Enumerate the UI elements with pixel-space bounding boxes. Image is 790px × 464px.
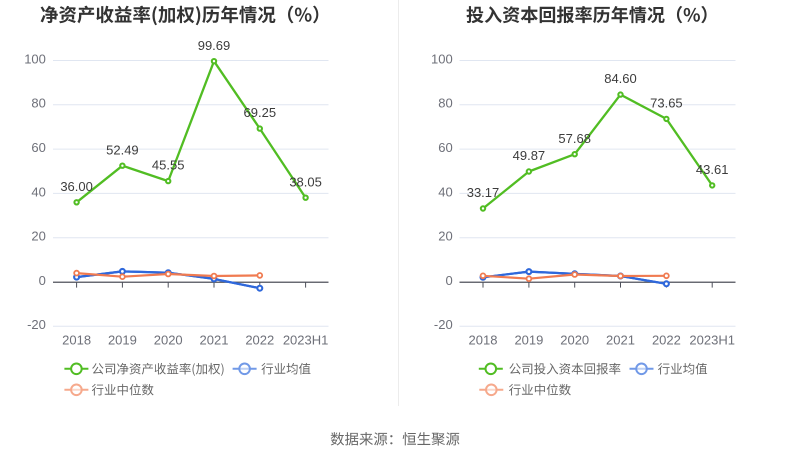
svg-text:40: 40: [438, 184, 452, 199]
svg-text:45.55: 45.55: [152, 158, 185, 173]
svg-text:0: 0: [39, 273, 46, 288]
svg-text:99.69: 99.69: [198, 38, 231, 53]
svg-text:2019: 2019: [514, 333, 543, 348]
svg-text:73.65: 73.65: [650, 96, 683, 111]
svg-text:80: 80: [31, 96, 45, 111]
svg-text:2021: 2021: [200, 333, 229, 348]
svg-text:38.05: 38.05: [289, 174, 322, 189]
svg-text:2018: 2018: [62, 333, 91, 348]
svg-text:49.87: 49.87: [513, 148, 546, 163]
svg-text:2018: 2018: [469, 333, 498, 348]
svg-text:33.17: 33.17: [467, 185, 500, 200]
svg-text:100: 100: [431, 51, 453, 66]
svg-text:84.60: 84.60: [604, 71, 637, 86]
svg-text:57.68: 57.68: [558, 131, 591, 146]
svg-text:2019: 2019: [108, 333, 137, 348]
svg-text:60: 60: [31, 140, 45, 155]
svg-text:20: 20: [438, 229, 452, 244]
svg-text:2022: 2022: [652, 333, 681, 348]
svg-text:2020: 2020: [154, 333, 183, 348]
svg-text:2023H1: 2023H1: [283, 333, 329, 348]
svg-text:0: 0: [445, 273, 452, 288]
svg-text:2022: 2022: [245, 333, 274, 348]
svg-text:100: 100: [24, 51, 46, 66]
svg-text:2021: 2021: [606, 333, 635, 348]
svg-text:-20: -20: [27, 317, 46, 332]
svg-text:60: 60: [438, 140, 452, 155]
svg-text:-20: -20: [434, 317, 453, 332]
svg-text:20: 20: [31, 229, 45, 244]
svg-text:36.00: 36.00: [60, 179, 93, 194]
svg-text:2020: 2020: [560, 333, 589, 348]
svg-text:69.25: 69.25: [244, 105, 277, 120]
svg-text:2023H1: 2023H1: [689, 333, 735, 348]
svg-text:43.61: 43.61: [696, 162, 729, 177]
svg-text:52.49: 52.49: [106, 142, 139, 157]
svg-text:40: 40: [31, 184, 45, 199]
svg-text:80: 80: [438, 96, 452, 111]
